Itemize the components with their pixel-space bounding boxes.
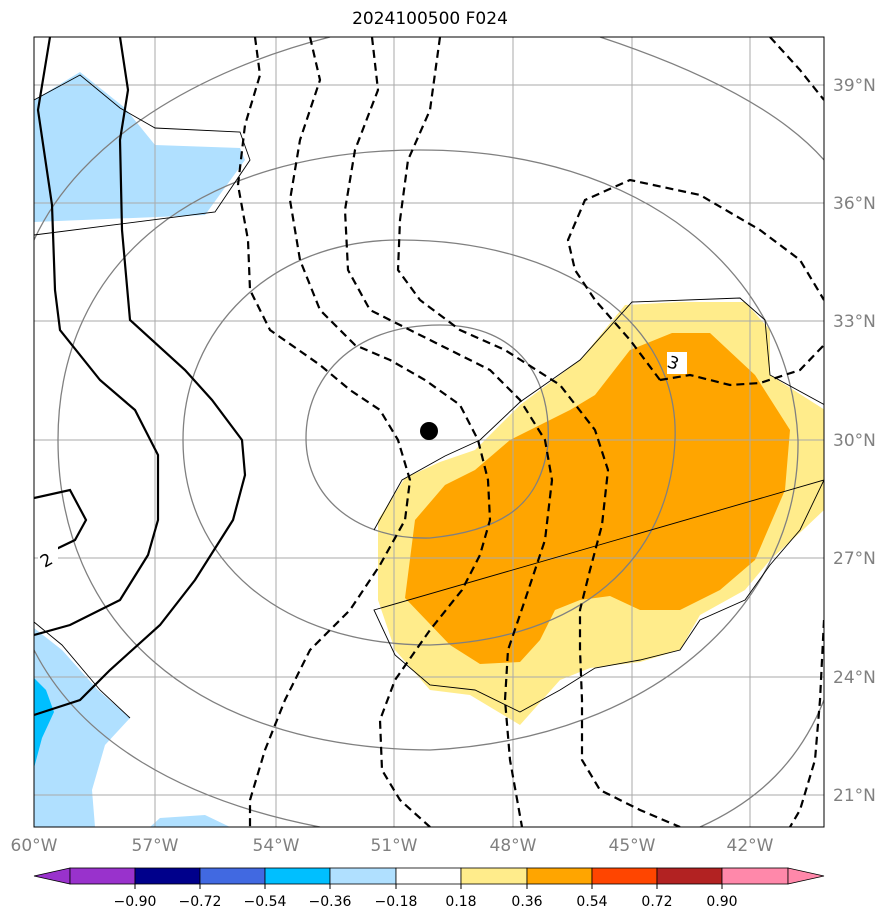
contour-label-bg-2 [38,547,58,569]
map-title: 2024100500 F024 [352,9,508,29]
y-tick-label: 39°N [833,76,876,96]
colorbar-extend-low [33,867,71,885]
y-tick-label: 33°N [833,312,876,332]
positive-anomaly-fill-strong [405,333,790,664]
colorbar-segment [656,867,723,885]
y-tick-label: 27°N [833,549,876,569]
y-tick-label: 36°N [833,194,876,214]
colorbar-segment [134,867,201,885]
x-tick-label: 48°W [490,836,537,856]
x-tick-label: 45°W [609,836,656,856]
colorbar-segment [329,867,397,885]
colorbar-segment [591,867,658,885]
colorbar-segment [69,867,136,885]
storm-center-marker [420,422,438,440]
colorbar-tickmarks [134,884,723,889]
x-tick-label: 60°W [11,836,58,856]
colorbar-labels: −0.90 −0.72 −0.54 −0.36 −0.18 0.18 0.36 … [114,894,738,910]
negative-anomaly-fill-bottom [150,815,230,827]
y-tick-label: 30°N [833,431,876,451]
colorbar-extend-high [787,867,825,885]
colorbar-tick-label: 0.54 [576,894,607,910]
y-tick-label: 24°N [833,668,876,688]
colorbar-tick-label: 0.36 [511,894,542,910]
negative-anomaly-fill-north [34,72,245,222]
map-plot-area: 2 3 [34,37,824,827]
colorbar-tick-label: −0.72 [179,894,222,910]
colorbar-tick-label: −0.54 [244,894,287,910]
colorbar-tick-label: 0.72 [641,894,672,910]
colorbar-tick-label: −0.36 [309,894,352,910]
map-frame [33,36,825,828]
x-axis-labels: 60°W 57°W 54°W 51°W 48°W 45°W 42°W [11,836,774,856]
colorbar-segment [721,867,789,885]
x-tick-label: 54°W [253,836,300,856]
x-tick-label: 51°W [371,836,418,856]
colorbar-segment [199,867,266,885]
x-tick-label: 42°W [727,836,774,856]
colorbar-tick-label: 0.90 [706,894,737,910]
contour-label-bg-3 [667,352,687,374]
colorbar-tick-label: 0.18 [445,894,476,910]
colorbar-segment [395,867,462,885]
x-tick-label: 57°W [132,836,179,856]
colorbar-segment [460,867,528,885]
colorbar-tick-label: −0.90 [114,894,157,910]
solid-contours [34,37,247,717]
negative-anomaly-fill-south [34,628,130,827]
colorbar [33,867,825,885]
y-axis-labels: 39°N 36°N 33°N 30°N 27°N 24°N 21°N [833,76,876,806]
dashed-contours [236,37,824,827]
colorbar-segment [526,867,593,885]
negative-anomaly-fill-strong [34,678,54,768]
y-tick-label: 21°N [833,786,876,806]
colorbar-segment [264,867,331,885]
colorbar-tick-label: −0.18 [375,894,418,910]
